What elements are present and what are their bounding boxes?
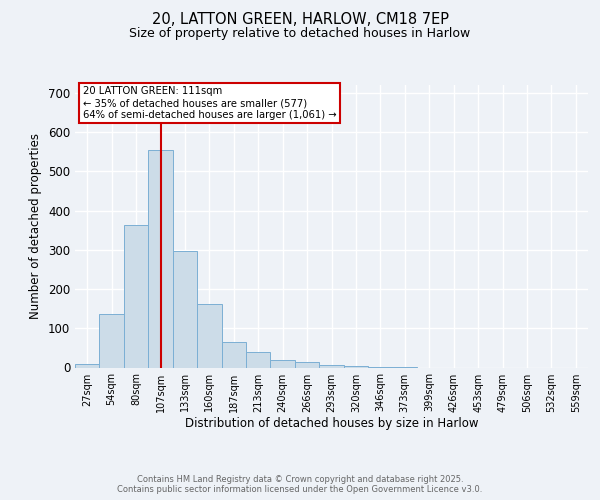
Bar <box>295 362 319 368</box>
X-axis label: Distribution of detached houses by size in Harlow: Distribution of detached houses by size … <box>185 418 478 430</box>
Bar <box>124 226 148 368</box>
Bar <box>271 360 295 368</box>
Bar <box>100 314 124 368</box>
Y-axis label: Number of detached properties: Number of detached properties <box>29 133 43 320</box>
Bar <box>173 250 197 368</box>
Bar <box>368 366 392 368</box>
Bar <box>148 150 173 368</box>
Text: Size of property relative to detached houses in Harlow: Size of property relative to detached ho… <box>130 28 470 40</box>
Bar <box>246 352 271 368</box>
Bar <box>75 364 100 368</box>
Bar <box>197 304 221 368</box>
Bar <box>221 342 246 367</box>
Bar <box>319 365 344 368</box>
Text: 20, LATTON GREEN, HARLOW, CM18 7EP: 20, LATTON GREEN, HARLOW, CM18 7EP <box>151 12 449 28</box>
Text: 20 LATTON GREEN: 111sqm
← 35% of detached houses are smaller (577)
64% of semi-d: 20 LATTON GREEN: 111sqm ← 35% of detache… <box>83 86 337 120</box>
Bar <box>344 366 368 368</box>
Text: Contains HM Land Registry data © Crown copyright and database right 2025.
Contai: Contains HM Land Registry data © Crown c… <box>118 474 482 494</box>
